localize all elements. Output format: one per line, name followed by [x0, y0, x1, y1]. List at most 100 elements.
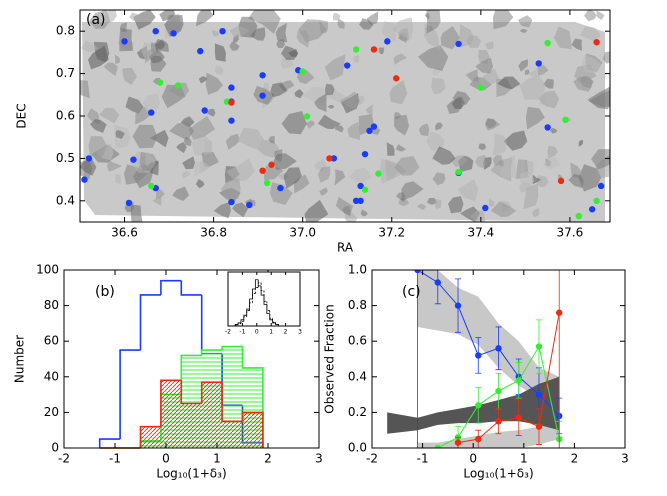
point — [357, 197, 364, 204]
density-blob — [203, 139, 213, 156]
density-blob — [281, 111, 307, 135]
histogram-step — [200, 349, 223, 356]
density-blob — [270, 82, 288, 97]
density-blob — [391, 17, 414, 40]
x-tick-label: 36.6 — [111, 226, 138, 240]
y-tick-label: 80 — [44, 298, 59, 312]
histogram-step — [180, 280, 202, 296]
density-blob — [182, 156, 195, 170]
density-blob — [154, 38, 166, 53]
point — [535, 391, 543, 398]
point — [259, 72, 266, 79]
series-line — [457, 312, 560, 444]
density-blob — [497, 76, 521, 90]
density-blob — [532, 174, 542, 185]
histogram-step — [241, 411, 264, 448]
density-blob — [418, 45, 449, 71]
point — [85, 155, 93, 162]
density-blob — [319, 187, 328, 196]
density-blob — [470, 210, 486, 222]
density-blob — [196, 10, 214, 27]
density-blob — [365, 104, 373, 116]
density-blob — [93, 41, 110, 63]
density-blob — [129, 12, 142, 22]
density-blob — [198, 76, 208, 84]
density-blob — [130, 204, 143, 222]
density-blob — [431, 77, 446, 95]
density-blob — [347, 121, 361, 140]
error-bar — [414, 270, 421, 448]
point — [495, 418, 502, 425]
histogram-step — [272, 318, 276, 323]
point — [326, 155, 333, 162]
point — [535, 423, 543, 430]
x-tick-label: -2 — [58, 452, 70, 466]
y-tick-label: 0.8 — [348, 298, 367, 312]
histogram-step — [263, 290, 267, 302]
density-blob — [426, 10, 441, 34]
histogram-step — [240, 320, 244, 324]
y-tick-label: 0.2 — [348, 405, 367, 419]
density-blob — [195, 179, 205, 189]
density-blob — [540, 98, 545, 105]
density-blob — [248, 10, 281, 34]
hatched-bar — [242, 412, 263, 448]
density-blob — [490, 201, 517, 217]
point — [299, 68, 306, 75]
density-blob — [416, 204, 427, 211]
density-blob — [478, 143, 487, 150]
density-blob — [115, 130, 125, 139]
density-blob — [430, 59, 437, 69]
hatched-bar — [140, 426, 161, 448]
density-blob — [524, 69, 530, 76]
density-blob — [578, 164, 602, 192]
point — [197, 47, 204, 55]
point — [482, 204, 489, 212]
density-blob — [114, 54, 120, 64]
point — [277, 184, 284, 192]
x-tick-label: 3 — [621, 452, 629, 466]
y-tick-label: 0.0 — [348, 441, 367, 455]
density-blob — [281, 57, 295, 70]
density-blob — [213, 202, 231, 219]
density-blob — [475, 154, 486, 169]
density-blob — [115, 174, 122, 184]
x-tick-label: 2 — [284, 329, 288, 336]
point — [414, 270, 421, 274]
density-map — [80, 10, 610, 222]
y-tick-label: 20 — [44, 405, 59, 419]
y-tick-label: 0 — [51, 441, 59, 455]
point — [268, 161, 275, 168]
density-blob — [499, 160, 504, 167]
density-blob — [452, 90, 471, 106]
density-blob — [107, 160, 123, 172]
density-blob — [232, 202, 249, 218]
point — [259, 92, 266, 99]
density-blob — [537, 63, 549, 76]
histogram-step — [98, 438, 121, 448]
histogram-step — [160, 279, 182, 295]
histogram-step — [246, 310, 250, 317]
density-blob — [172, 186, 189, 201]
x-axis-label: Log₁₀(1+δ₃) — [463, 467, 533, 481]
density-blob — [201, 151, 219, 167]
density-blob — [205, 72, 223, 95]
density-blob — [353, 55, 360, 63]
hatched-bar — [222, 421, 243, 448]
density-blob — [570, 162, 581, 179]
series-line — [417, 270, 560, 417]
hatched-bar — [201, 382, 223, 448]
density-blob — [426, 131, 445, 151]
y-tick-label: 0.7 — [56, 66, 75, 80]
x-axis-label: RA — [337, 241, 354, 255]
point — [475, 435, 482, 443]
point — [454, 302, 462, 309]
x-tick-label: 0 — [162, 452, 170, 466]
density-blob — [256, 140, 280, 158]
point — [121, 38, 128, 45]
density-blob — [304, 199, 329, 222]
x-tick-label: 2 — [571, 452, 579, 466]
point — [148, 182, 155, 190]
point — [588, 206, 596, 213]
